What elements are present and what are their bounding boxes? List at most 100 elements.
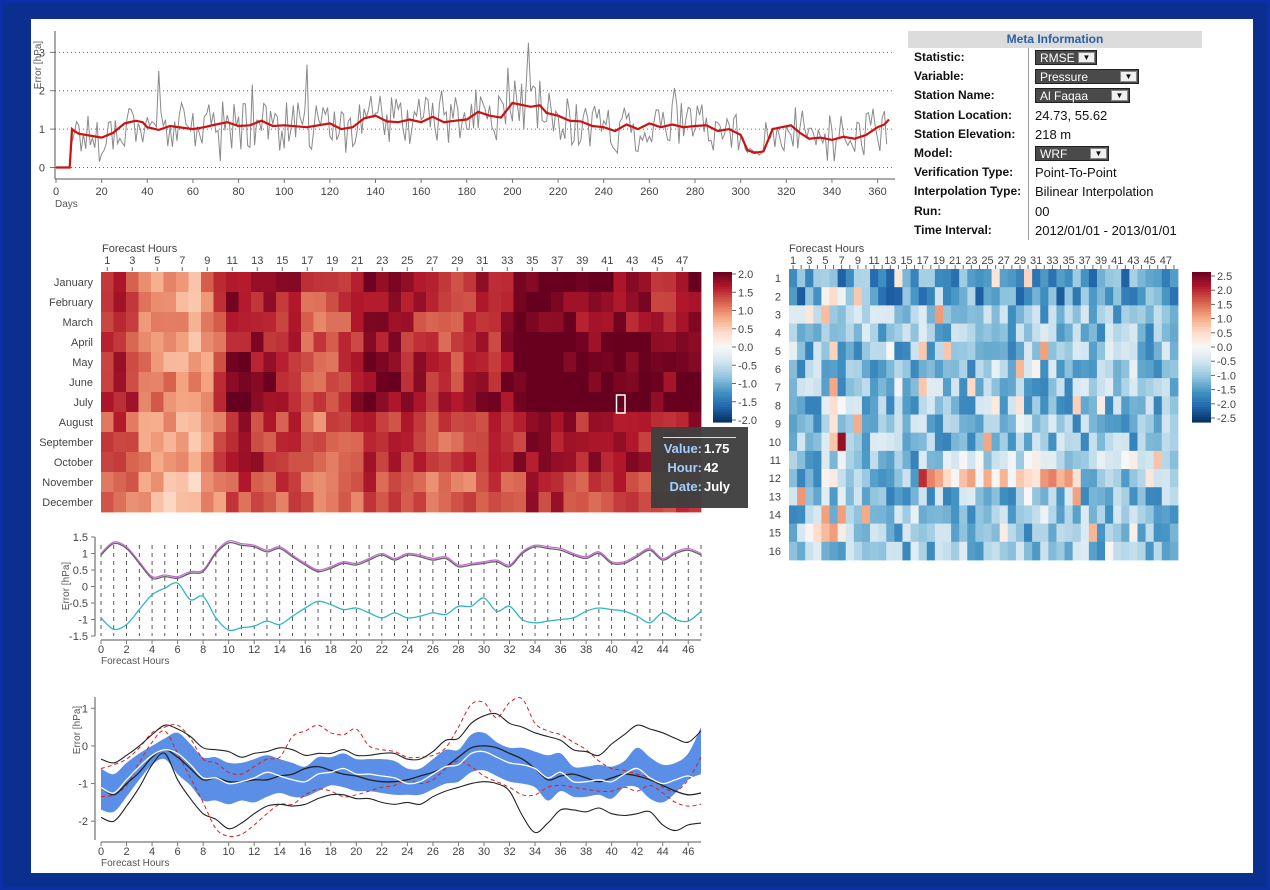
heatmap-cell[interactable] <box>926 487 936 506</box>
heatmap-cell[interactable] <box>413 352 427 373</box>
heatmap-cell[interactable] <box>551 312 564 333</box>
heatmap-cell[interactable] <box>301 392 314 413</box>
heatmap-cell[interactable] <box>113 432 127 453</box>
heatmap-cell[interactable] <box>975 523 984 543</box>
heatmap-cell[interactable] <box>975 323 984 343</box>
heatmap-cell[interactable] <box>1015 450 1025 470</box>
heatmap-cell[interactable] <box>1129 432 1138 452</box>
heatmap-cell[interactable] <box>138 292 152 313</box>
heatmap-cell[interactable] <box>438 432 452 453</box>
heatmap-cell[interactable] <box>488 492 502 513</box>
heatmap-cell[interactable] <box>488 392 502 413</box>
heatmap-cell[interactable] <box>526 352 539 373</box>
heatmap-cell[interactable] <box>526 432 539 453</box>
heatmap-cell[interactable] <box>1024 396 1033 415</box>
heatmap-cell[interactable] <box>513 432 527 453</box>
heatmap-cell[interactable] <box>426 372 439 393</box>
heatmap-cell[interactable] <box>313 312 327 333</box>
heatmap-cell[interactable] <box>959 341 968 361</box>
heatmap-cell[interactable] <box>176 332 189 353</box>
heatmap-cell[interactable] <box>363 492 377 513</box>
heatmap-cell[interactable] <box>797 541 806 561</box>
heatmap-cell[interactable] <box>413 392 427 413</box>
heatmap-cell[interactable] <box>934 432 944 452</box>
heatmap-cell[interactable] <box>1040 359 1049 379</box>
heatmap-cell[interactable] <box>163 292 177 313</box>
heatmap-cell[interactable] <box>213 312 227 333</box>
heatmap-cell[interactable] <box>1129 469 1138 488</box>
heatmap-cell[interactable] <box>438 452 452 473</box>
heatmap-cell[interactable] <box>975 359 984 379</box>
heatmap-cell[interactable] <box>1105 469 1114 488</box>
heatmap-cell[interactable] <box>942 359 952 379</box>
heatmap-cell[interactable] <box>1072 523 1082 543</box>
heatmap-cell[interactable] <box>501 412 514 433</box>
heatmap-cell[interactable] <box>878 505 887 525</box>
heatmap-cell[interactable] <box>638 312 652 333</box>
heatmap-cell[interactable] <box>1024 359 1033 379</box>
heatmap-cell[interactable] <box>676 372 689 393</box>
heatmap-cell[interactable] <box>910 341 920 361</box>
heatmap-cell[interactable] <box>1064 359 1074 379</box>
heatmap-cell[interactable] <box>870 432 879 452</box>
heatmap-cell[interactable] <box>201 272 214 293</box>
heatmap-cell[interactable] <box>902 305 911 324</box>
heatmap-cell[interactable] <box>413 312 427 333</box>
heatmap-cell[interactable] <box>488 452 502 473</box>
heatmap-cell[interactable] <box>1137 432 1146 452</box>
heatmap-cell[interactable] <box>501 332 514 353</box>
heatmap-cell[interactable] <box>613 272 627 293</box>
heatmap-cell[interactable] <box>1072 378 1082 397</box>
heatmap-cell[interactable] <box>926 414 936 434</box>
heatmap-cell[interactable] <box>886 378 895 397</box>
heatmap-cell[interactable] <box>951 487 960 506</box>
heatmap-cell[interactable] <box>276 452 289 473</box>
heatmap-cell[interactable] <box>101 492 114 513</box>
heatmap-cell[interactable] <box>1056 269 1065 288</box>
heatmap-cell[interactable] <box>894 359 903 379</box>
heatmap-cell[interactable] <box>463 352 477 373</box>
heatmap-cell[interactable] <box>951 414 960 434</box>
heatmap-cell[interactable] <box>1137 378 1146 397</box>
heatmap-cell[interactable] <box>967 469 976 488</box>
heatmap-cell[interactable] <box>176 472 189 493</box>
heatmap-cell[interactable] <box>576 472 589 493</box>
heatmap-cell[interactable] <box>942 432 952 452</box>
heatmap-cell[interactable] <box>301 432 314 453</box>
heatmap-cell[interactable] <box>351 392 364 413</box>
heatmap-cell[interactable] <box>351 412 364 433</box>
heatmap-cell[interactable] <box>1007 269 1017 288</box>
heatmap-cell[interactable] <box>613 332 627 353</box>
heatmap-cell[interactable] <box>1088 359 1098 379</box>
heatmap-cell[interactable] <box>276 332 289 353</box>
heatmap-cell[interactable] <box>538 312 552 333</box>
heatmap-cell[interactable] <box>313 412 327 433</box>
heatmap-cell[interactable] <box>551 452 564 473</box>
heatmap-cell[interactable] <box>942 450 952 470</box>
heatmap-cell[interactable] <box>853 505 863 525</box>
heatmap-cell[interactable] <box>878 305 887 324</box>
heatmap-cell[interactable] <box>588 452 602 473</box>
heatmap-cell[interactable] <box>463 292 477 313</box>
heatmap-cell[interactable] <box>326 412 339 433</box>
heatmap-cell[interactable] <box>1145 359 1155 379</box>
heatmap-cell[interactable] <box>451 392 464 413</box>
heatmap-cell[interactable] <box>797 323 806 343</box>
heatmap-cell[interactable] <box>576 452 589 473</box>
heatmap-cell[interactable] <box>870 269 879 288</box>
heatmap-cell[interactable] <box>276 492 289 513</box>
heatmap-cell[interactable] <box>894 287 903 306</box>
heatmap-cell[interactable] <box>1169 269 1179 288</box>
heatmap-cell[interactable] <box>1088 432 1098 452</box>
heatmap-cell[interactable] <box>910 323 920 343</box>
heatmap-cell[interactable] <box>1015 396 1025 415</box>
heatmap-cell[interactable] <box>413 272 427 293</box>
heatmap-cell[interactable] <box>991 287 1001 306</box>
heatmap-cell[interactable] <box>1137 323 1146 343</box>
heatmap-cell[interactable] <box>805 523 814 543</box>
heatmap-cell[interactable] <box>313 452 327 473</box>
heatmap-cell[interactable] <box>942 541 952 561</box>
heatmap-cell[interactable] <box>351 492 364 513</box>
heatmap-cell[interactable] <box>870 396 879 415</box>
heatmap-cell[interactable] <box>813 414 822 434</box>
